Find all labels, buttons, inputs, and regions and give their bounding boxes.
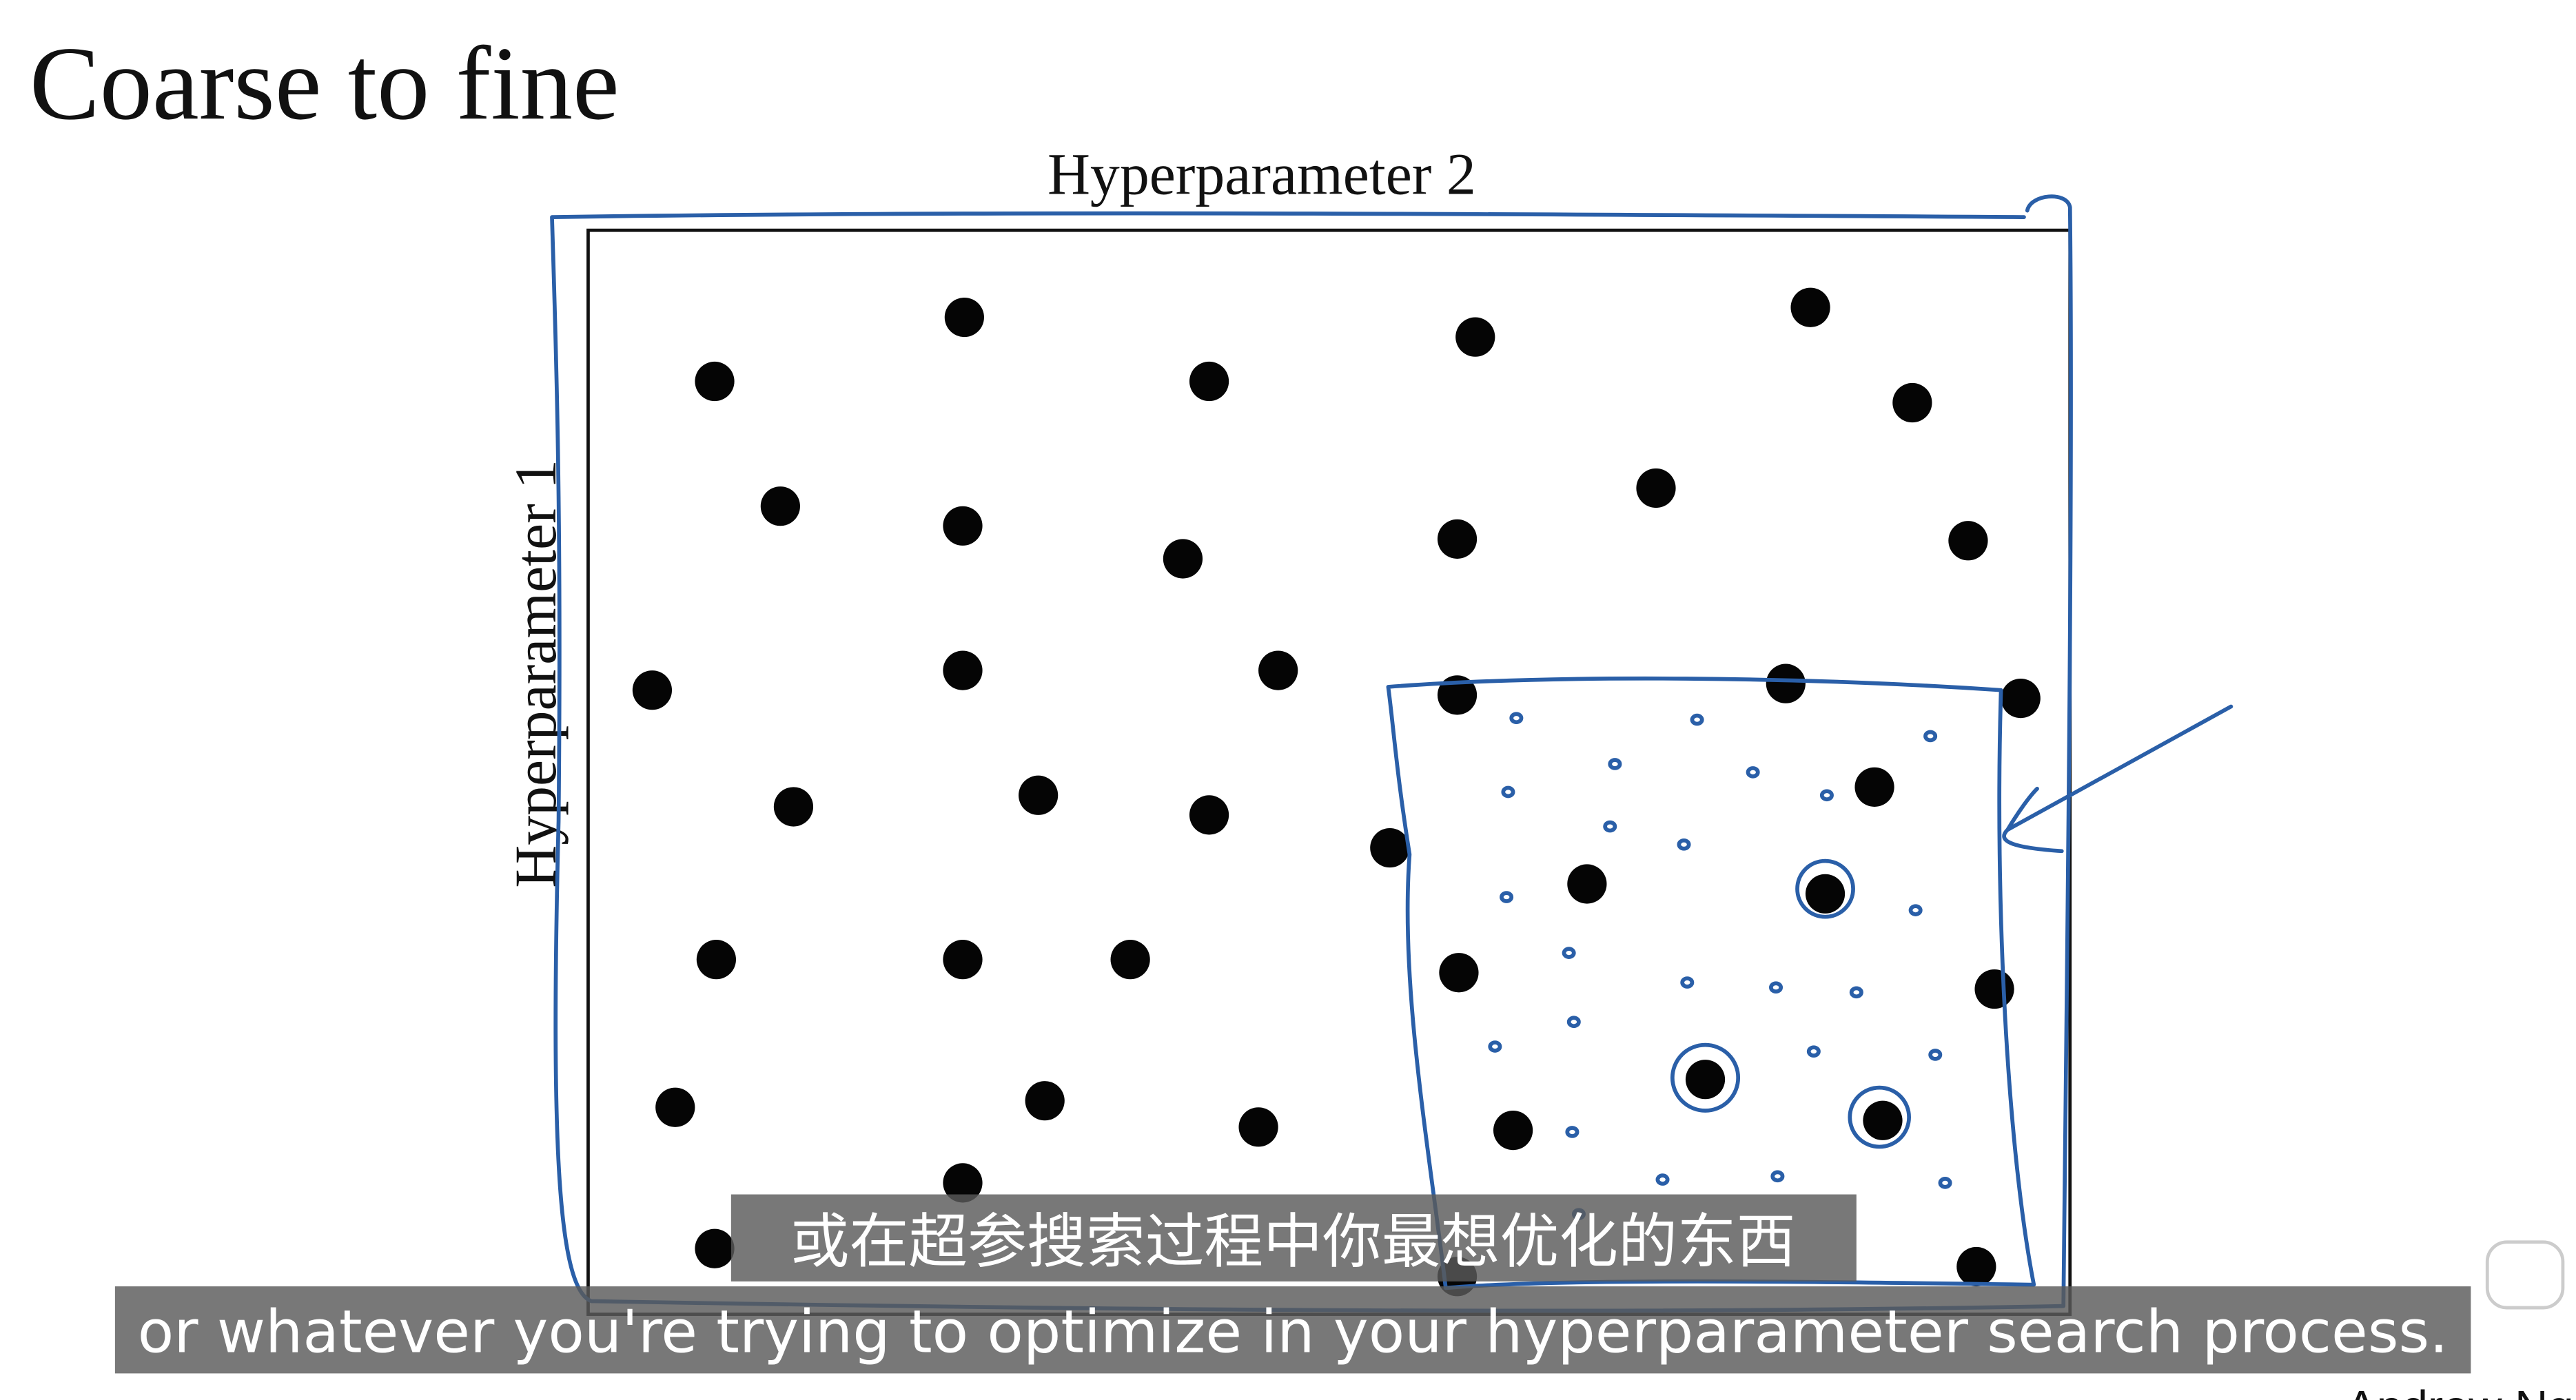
sample-point — [1189, 795, 1229, 835]
sample-point — [1892, 382, 1932, 423]
sample-point — [1956, 1246, 1996, 1287]
sample-point — [1437, 519, 1478, 559]
arrow — [2002, 704, 2233, 854]
sample-point — [2001, 679, 2041, 719]
fine-sample — [1603, 820, 1617, 833]
fine-sample — [1938, 1177, 1952, 1189]
fine-sample — [1770, 1170, 1785, 1183]
fine-sample — [1806, 1045, 1821, 1058]
fine-sample — [1500, 891, 1514, 903]
sample-point — [1019, 775, 1059, 815]
fine-sample — [1928, 1049, 1943, 1061]
sample-point — [1805, 874, 1846, 914]
sample-point — [655, 1087, 695, 1127]
sample-point — [943, 1163, 983, 1203]
fine-sample — [1769, 981, 1783, 994]
sample-point — [1370, 827, 1410, 868]
sample-point — [1493, 1110, 1533, 1151]
sample-point — [944, 297, 984, 338]
sample-point — [943, 506, 983, 546]
highlight-circles — [1670, 858, 1911, 1149]
sample-point — [1854, 767, 1894, 807]
sample-point — [773, 787, 814, 827]
sample-point — [1025, 1081, 1065, 1121]
credit: Andrew Ng — [2346, 1382, 2573, 1400]
sample-point — [1189, 361, 1229, 402]
sample-point — [1110, 940, 1150, 980]
zoom-region — [1386, 676, 2036, 1290]
fine-sample — [1501, 785, 1515, 799]
sample-point — [695, 361, 735, 402]
fine-sample — [1849, 986, 1863, 999]
fine-sample — [1488, 1040, 1502, 1053]
subtitle-english: or whatever you're trying to optimize in… — [138, 1297, 2449, 1366]
fine-sample — [1566, 1016, 1581, 1029]
subtitle-box — [114, 1286, 2471, 1374]
sample-point — [1790, 287, 1830, 327]
sample-point — [1258, 650, 1298, 690]
fine-sample — [1819, 789, 1834, 802]
search-space-box — [586, 228, 2072, 1316]
sample-point — [1685, 1060, 1726, 1100]
fine-sample — [1923, 730, 1938, 743]
sample-point — [943, 940, 983, 980]
sample-point — [632, 670, 673, 710]
fine-samples — [1488, 712, 1952, 1220]
sample-point — [1437, 675, 1478, 715]
sample-point — [1439, 953, 1479, 993]
sample-point — [1766, 663, 1806, 703]
sample-points — [632, 287, 2041, 1297]
fine-sample — [1680, 976, 1695, 989]
slide-title: Coarse to fine — [30, 25, 620, 142]
fine-sample — [1690, 713, 1704, 726]
fine-sample — [1655, 1173, 1670, 1186]
sample-point — [696, 940, 736, 980]
sample-point — [695, 1228, 735, 1268]
sample-point — [943, 650, 983, 690]
sample-point — [1948, 521, 1988, 561]
fine-sample — [1562, 947, 1576, 959]
subtitle-box — [730, 1194, 1857, 1281]
sample-point — [1163, 539, 1203, 579]
sample-point — [1636, 468, 1676, 508]
play-button[interactable] — [2485, 1240, 2565, 1310]
fine-sample — [1677, 838, 1691, 851]
fine-sample — [1908, 904, 1923, 916]
fine-sample — [1565, 1126, 1580, 1138]
x-axis-label: Hyperparameter 2 — [1047, 142, 1476, 207]
sample-point — [1238, 1107, 1278, 1147]
fine-sample — [1509, 712, 1524, 725]
sample-point — [1455, 317, 1495, 357]
fine-sample — [1608, 758, 1622, 770]
outer-annotation — [550, 194, 2073, 1313]
sample-point — [1974, 969, 2014, 1009]
sample-point — [1863, 1100, 1903, 1140]
subtitle-chinese: 或在超参搜索过程中你最想优化的东西 — [790, 1207, 1796, 1276]
sample-point — [1567, 864, 1607, 904]
sample-point — [760, 486, 800, 526]
fine-sample — [1746, 766, 1760, 779]
